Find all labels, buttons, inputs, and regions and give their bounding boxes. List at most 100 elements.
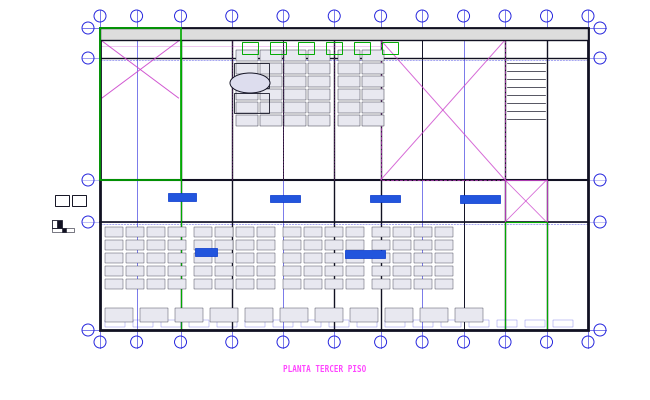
Bar: [100, 28, 588, 330]
Bar: [255, 30, 273, 36]
Bar: [147, 227, 165, 237]
Bar: [362, 115, 384, 126]
Bar: [325, 227, 343, 237]
Bar: [553, 320, 573, 327]
Bar: [260, 115, 281, 126]
Bar: [180, 30, 198, 36]
Bar: [217, 320, 237, 327]
Bar: [304, 253, 322, 263]
Bar: [393, 266, 411, 276]
Bar: [505, 30, 523, 36]
Bar: [284, 63, 306, 74]
Bar: [414, 240, 432, 250]
Bar: [480, 30, 498, 36]
Bar: [372, 227, 390, 237]
Bar: [100, 28, 588, 40]
Bar: [195, 248, 217, 256]
Bar: [420, 308, 448, 322]
Bar: [105, 253, 123, 263]
Bar: [260, 50, 281, 61]
Bar: [346, 240, 364, 250]
Bar: [105, 240, 123, 250]
Bar: [257, 279, 275, 289]
Bar: [126, 266, 144, 276]
Bar: [194, 240, 212, 250]
Bar: [555, 30, 573, 36]
Bar: [236, 102, 258, 113]
Bar: [525, 320, 545, 327]
Bar: [362, 89, 384, 100]
Bar: [455, 30, 473, 36]
Bar: [215, 253, 233, 263]
Bar: [215, 279, 233, 289]
Bar: [236, 115, 258, 126]
Bar: [307, 102, 330, 113]
Bar: [273, 320, 293, 327]
Bar: [284, 89, 306, 100]
Bar: [497, 320, 517, 327]
Bar: [338, 63, 360, 74]
Bar: [236, 76, 258, 87]
Bar: [435, 227, 453, 237]
Bar: [105, 308, 133, 322]
Bar: [260, 89, 281, 100]
Bar: [105, 227, 123, 237]
Bar: [441, 320, 461, 327]
Bar: [236, 227, 254, 237]
Bar: [126, 279, 144, 289]
Bar: [301, 320, 321, 327]
Bar: [260, 63, 281, 74]
Bar: [236, 50, 258, 61]
Bar: [405, 30, 423, 36]
Bar: [280, 308, 308, 322]
Bar: [100, 28, 181, 180]
Bar: [242, 42, 258, 54]
Bar: [346, 227, 364, 237]
Bar: [372, 279, 390, 289]
Bar: [284, 115, 306, 126]
Bar: [236, 279, 254, 289]
Bar: [325, 240, 343, 250]
Bar: [236, 266, 254, 276]
Bar: [270, 42, 286, 54]
Bar: [257, 240, 275, 250]
Bar: [245, 308, 273, 322]
Bar: [236, 89, 258, 100]
Bar: [105, 279, 123, 289]
Bar: [435, 279, 453, 289]
Bar: [350, 308, 378, 322]
Bar: [168, 253, 186, 263]
Bar: [147, 279, 165, 289]
Bar: [326, 42, 342, 54]
Bar: [52, 228, 74, 232]
Bar: [270, 195, 300, 202]
Bar: [215, 266, 233, 276]
Bar: [393, 279, 411, 289]
Bar: [260, 76, 281, 87]
Bar: [372, 266, 390, 276]
Bar: [413, 320, 433, 327]
Bar: [338, 115, 360, 126]
Bar: [505, 222, 547, 330]
Bar: [257, 266, 275, 276]
Bar: [338, 89, 360, 100]
Bar: [52, 220, 62, 228]
Bar: [380, 30, 398, 36]
Bar: [530, 30, 548, 36]
Bar: [210, 308, 238, 322]
Bar: [372, 253, 390, 263]
Bar: [168, 266, 186, 276]
Bar: [168, 279, 186, 289]
Bar: [307, 50, 330, 61]
Bar: [230, 30, 248, 36]
Bar: [205, 30, 223, 36]
Bar: [140, 308, 168, 322]
Bar: [325, 279, 343, 289]
Bar: [325, 266, 343, 276]
Bar: [147, 253, 165, 263]
Bar: [330, 30, 348, 36]
Bar: [385, 308, 413, 322]
Bar: [257, 227, 275, 237]
Bar: [105, 30, 123, 36]
Bar: [194, 279, 212, 289]
